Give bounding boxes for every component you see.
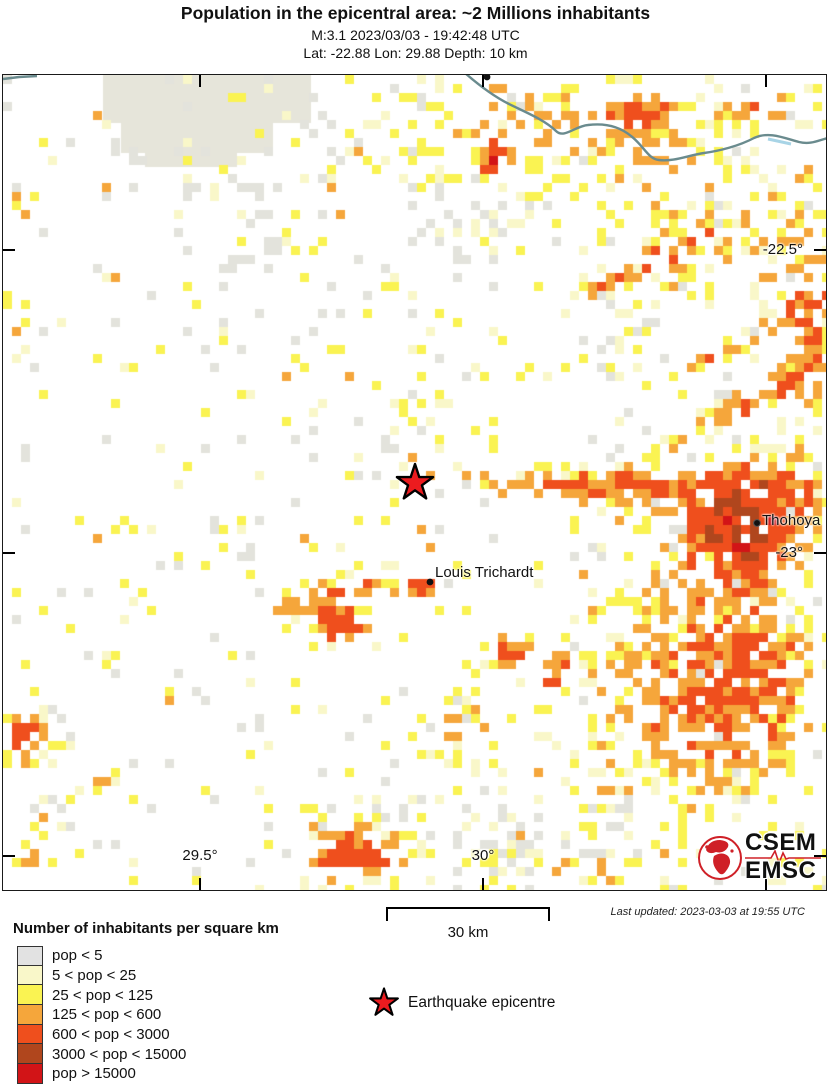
last-updated-text: Last updated: 2023-03-03 at 19:55 UTC: [610, 906, 805, 918]
graticule-tick: [814, 855, 826, 857]
legend-row: 125 < pop < 600: [17, 1005, 279, 1025]
header: Population in the epicentral area: ~2 Mi…: [0, 3, 831, 61]
graticule-tick: [814, 552, 826, 554]
graticule-tick: [199, 75, 201, 87]
event-magnitude-time: M:3.1 2023/03/03 - 19:42:48 UTC: [311, 27, 520, 44]
city-label-thohoya: Thohoya: [762, 512, 821, 529]
epicentre-legend-label: Earthquake epicentre: [408, 994, 556, 1011]
legend-row: 25 < pop < 125: [17, 985, 279, 1006]
lat-tick-label: -22.5°: [762, 241, 803, 258]
legend-swatch: [17, 946, 43, 966]
legend-swatch: [17, 985, 43, 1006]
legend-swatch: [17, 1005, 43, 1025]
legend-label: pop < 5: [52, 947, 103, 965]
legend-row: 600 < pop < 3000: [17, 1024, 279, 1045]
event-coordinates: Lat: -22.88 Lon: 29.88 Depth: 10 km: [303, 45, 528, 62]
graticule-tick: [3, 855, 15, 857]
lon-tick-label: 30°: [471, 847, 495, 864]
legend-label: 3000 < pop < 15000: [52, 1045, 187, 1063]
graticule-tick: [3, 552, 15, 554]
population-legend: Number of inhabitants per square km pop …: [13, 920, 279, 1084]
logo-text-emsc: EMSC: [745, 857, 817, 884]
csem-emsc-logo: CSEM EMSC: [697, 829, 823, 887]
epicentre-legend-star-icon: [369, 987, 399, 1016]
graticule-tick: [814, 249, 826, 251]
legend-label: 25 < pop < 125: [52, 986, 153, 1004]
city-label-louis-trichardt: Louis Trichardt: [435, 564, 534, 581]
population-map: -22.5° -23° 29.5° 30° Louis Trichardt Th…: [2, 74, 827, 891]
legend-label: 125 < pop < 600: [52, 1006, 162, 1024]
graticule-tick: [3, 249, 15, 251]
page-title: Population in the epicentral area: ~2 Mi…: [180, 3, 651, 23]
logo-text-csem: CSEM: [745, 829, 817, 856]
graticule-tick: [765, 75, 767, 87]
legend-title: Number of inhabitants per square km: [13, 920, 279, 937]
logo-seismogram-icon: [745, 850, 821, 864]
legend-swatch: [17, 965, 43, 986]
scale-bar: [386, 907, 550, 922]
logo-globe-icon: [698, 836, 742, 880]
legend-row: 3000 < pop < 15000: [17, 1044, 279, 1065]
population-grid-canvas: [3, 75, 826, 890]
graticule-tick: [482, 878, 484, 890]
legend-swatch: [17, 1044, 43, 1065]
lat-tick-label: -23°: [775, 544, 803, 561]
legend-label: 600 < pop < 3000: [52, 1026, 170, 1044]
legend-row: pop > 15000: [17, 1064, 279, 1084]
legend-row: pop < 5: [17, 946, 279, 966]
graticule-tick: [482, 75, 484, 87]
legend-label: 5 < pop < 25: [52, 967, 137, 985]
legend-swatch: [17, 1024, 43, 1045]
graticule-tick: [765, 878, 767, 890]
legend-swatch: [17, 1064, 43, 1084]
legend-row: 5 < pop < 25: [17, 965, 279, 986]
legend-rows: pop < 5 5 < pop < 25 25 < pop < 125 125 < p…: [17, 946, 279, 1084]
graticule-tick: [199, 878, 201, 890]
legend-label: pop > 15000: [52, 1065, 136, 1083]
scale-bar-label: 30 km: [447, 924, 489, 941]
lon-tick-label: 29.5°: [182, 847, 218, 864]
